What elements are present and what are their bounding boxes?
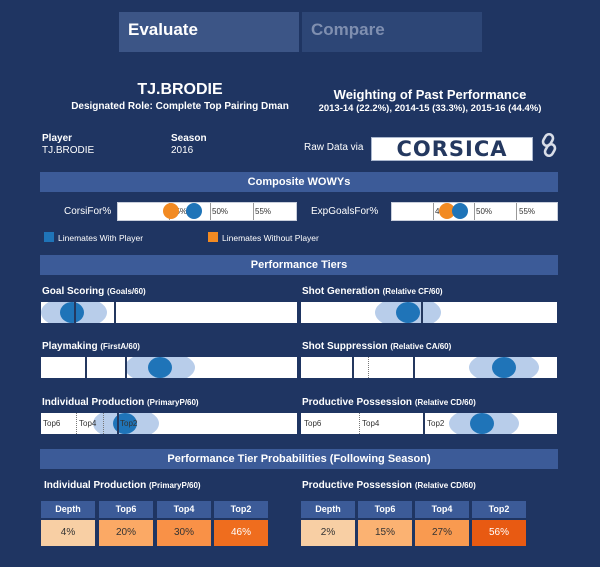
prob-ip-cell-top2: 46% [214, 520, 268, 546]
prob-productive-possession-title: Productive Possession (Relative CD/60) [302, 480, 476, 491]
corsi-label: CorsiFor% [64, 206, 112, 217]
corsi-tick-55-label: 55% [255, 207, 272, 216]
productive-possession-tier-line-2 [423, 413, 425, 434]
tier-probabilities-header: Performance Tier Probabilities (Followin… [40, 449, 558, 469]
player-label: Player [42, 133, 73, 144]
link-icon[interactable] [538, 132, 560, 158]
legend-without-swatch [208, 232, 218, 242]
productive-possession-title: Productive Possession (Relative CD/60) [302, 397, 476, 408]
player-name-title: TJ.BRODIE [137, 81, 223, 98]
shot-generation-tier-line [421, 302, 423, 323]
xg-tick-50-label: 50% [476, 207, 493, 216]
goal-scoring-bar [41, 302, 297, 323]
individual-production-bar: Top6 Top4 Top2 [41, 413, 297, 434]
xg-tick-55 [516, 203, 517, 220]
shot-suppression-tier-line-1 [352, 357, 354, 378]
individual-production-tick-top2: Top2 [120, 419, 138, 428]
xg-tick-45 [433, 203, 434, 220]
prob-ip-cell-top4: 30% [157, 520, 211, 546]
raw-data-label: Raw Data via [304, 142, 364, 153]
xg-tick-50 [474, 203, 475, 220]
corsi-tick-45-label: 45% [171, 207, 188, 216]
xg-with-marker[interactable] [452, 203, 468, 219]
tab-evaluate[interactable]: Evaluate [119, 12, 299, 52]
prob-ip-header-top6: Top6 [99, 501, 153, 518]
shot-generation-title: Shot Generation (Relative CF/60) [302, 286, 443, 297]
individual-production-title: Individual Production (PrimaryP/60) [42, 397, 199, 408]
prob-ip-cell-depth: 4% [41, 520, 95, 546]
prob-pp-header-depth: Depth [301, 501, 355, 518]
shot-suppression-title: Shot Suppression (Relative CA/60) [302, 341, 452, 352]
season-value[interactable]: 2016 [171, 145, 194, 156]
xg-tick-55-label: 55% [519, 207, 536, 216]
goal-scoring-marker[interactable] [60, 302, 84, 323]
prob-individual-production-title: Individual Production (PrimaryP/60) [44, 480, 201, 491]
individual-production-tier-line-1 [76, 413, 77, 434]
weighting-title: Weighting of Past Performance [333, 87, 527, 102]
season-label: Season [171, 133, 207, 144]
productive-possession-tier-line-1 [359, 413, 360, 434]
playmaking-tier-line-2 [125, 357, 127, 378]
prob-ip-cell-top6: 20% [99, 520, 153, 546]
weighting-detail: 2013-14 (22.2%), 2014-15 (33.3%), 2015-1… [318, 103, 542, 114]
individual-production-marker[interactable] [113, 413, 137, 434]
player-value[interactable]: TJ.BRODIE [42, 145, 95, 156]
prob-ip-header-depth: Depth [41, 501, 95, 518]
goal-scoring-tier-line-2 [114, 302, 116, 323]
xg-wowy-bar: 45% 50% 55% [391, 202, 558, 221]
individual-production-tier-line-3 [117, 413, 119, 434]
corsi-tick-50-label: 50% [212, 207, 229, 216]
performance-tiers-header: Performance Tiers [40, 255, 558, 275]
shot-suppression-marker[interactable] [492, 357, 516, 378]
prob-pp-cell-top6: 15% [358, 520, 412, 546]
productive-possession-tick-top6: Top6 [304, 419, 322, 428]
shot-generation-bar [301, 302, 557, 323]
tab-compare[interactable]: Compare [302, 12, 482, 52]
playmaking-tier-line-1 [85, 357, 87, 378]
prob-pp-header-top2: Top2 [472, 501, 526, 518]
prob-pp-header-top4: Top4 [415, 501, 469, 518]
legend-with-swatch [44, 232, 54, 242]
shot-suppression-bar [301, 357, 557, 378]
corsica-logo-link[interactable]: CORSICA [371, 137, 533, 161]
corsica-logo-text: CORSICA [396, 137, 508, 161]
productive-possession-marker[interactable] [470, 413, 494, 434]
prob-pp-cell-depth: 2% [301, 520, 355, 546]
corsi-without-marker[interactable] [163, 203, 179, 219]
individual-production-tick-top4: Top4 [79, 419, 97, 428]
prob-ip-header-top4: Top4 [157, 501, 211, 518]
shot-suppression-tier-line-3 [413, 357, 415, 378]
goal-scoring-title: Goal Scoring (Goals/60) [42, 286, 146, 297]
designated-role: Designated Role: Complete Top Pairing Dm… [71, 101, 289, 112]
productive-possession-tick-top4: Top4 [362, 419, 380, 428]
corsi-wowy-bar: 45% 50% 55% [117, 202, 297, 221]
xg-label: ExpGoalsFor% [311, 206, 379, 217]
prob-ip-header-top2: Top2 [214, 501, 268, 518]
productive-possession-bar: Top6 Top4 Top2 [301, 413, 557, 434]
shot-suppression-tier-line-2 [368, 357, 369, 378]
xg-without-marker[interactable] [439, 203, 455, 219]
prob-pp-header-top6: Top6 [358, 501, 412, 518]
corsi-tick-50 [210, 203, 211, 220]
productive-possession-tick-top2: Top2 [427, 419, 445, 428]
prob-pp-cell-top4: 27% [415, 520, 469, 546]
individual-production-tier-line-2 [103, 413, 104, 434]
corsi-with-marker[interactable] [186, 203, 202, 219]
playmaking-marker[interactable] [148, 357, 172, 378]
playmaking-bar [41, 357, 297, 378]
legend-without-label: Linemates Without Player [222, 233, 319, 243]
goal-scoring-tier-line-1 [74, 302, 76, 323]
prob-pp-cell-top2: 56% [472, 520, 526, 546]
legend-with-label: Linemates With Player [58, 233, 144, 243]
individual-production-tick-top6: Top6 [43, 419, 61, 428]
shot-generation-marker[interactable] [396, 302, 420, 323]
composite-wowys-header: Composite WOWYs [40, 172, 558, 192]
playmaking-title: Playmaking (FirstA/60) [42, 341, 140, 352]
corsi-tick-55 [253, 203, 254, 220]
